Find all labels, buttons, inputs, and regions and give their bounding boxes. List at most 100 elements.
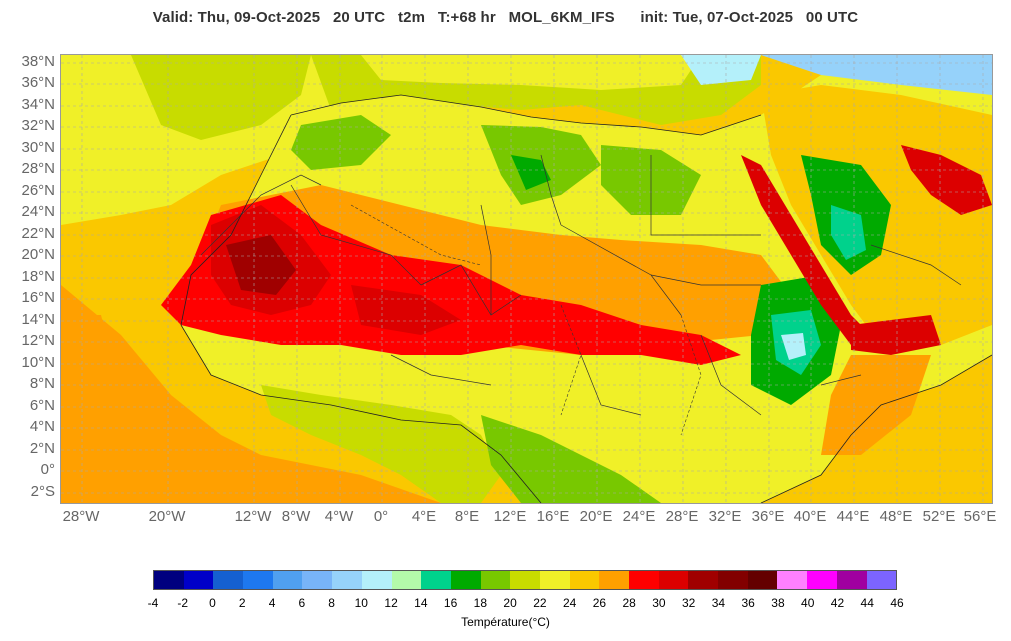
horn-of-africa [821,355,931,455]
lat-label: 10°N [21,354,55,371]
colorbar-swatch [391,571,422,589]
lon-label: 20°E [579,508,613,525]
lead-time: T:+68 hr [437,9,496,26]
colorbar-tick-label: -2 [177,596,189,610]
colorbar-swatch [480,571,511,589]
colorbar-tick-label: 14 [414,596,428,610]
colorbar-swatch [807,571,837,589]
lat-label: 8°N [29,375,55,392]
mali-hot [351,285,461,335]
lon-label: 12°E [493,508,527,525]
colorbar-swatch [539,571,570,589]
colorbar-swatch [332,571,362,589]
sahel-hot-belt [161,195,741,365]
lon-label: 28°W [62,508,100,525]
lon-label: 8°E [454,508,480,525]
lon-label: 16°E [536,508,570,525]
colorbar-tick-label: 4 [268,596,276,610]
colorbar-title: Température(°C) [461,615,550,629]
map-header: Valid: Thu, 09-Oct-2025 20 UTC t2m T:+68… [0,9,1011,26]
colorbar-tick-label: 32 [681,596,696,610]
lat-label: 26°N [21,182,55,199]
central-africa-green [481,415,661,503]
mauritania-hottest [226,235,296,295]
colorbar-tick-label: 8 [328,596,335,610]
colorbar-tick-label: 12 [384,596,398,610]
lat-label: 24°N [21,203,55,220]
colorbar-tick-label: 0 [209,596,216,610]
valid-date: Valid: Thu, 09-Oct-2025 [152,9,321,26]
colorbar-tick-label: 18 [473,596,488,610]
colorbar-tick-label: 34 [711,596,726,610]
init-time: init: Tue, 07-Oct-2025 00 UTC [640,9,859,26]
colorbar-swatch [658,571,689,589]
colorbar-swatch [510,571,540,589]
colorbar-tick-label: 6 [298,596,306,610]
colorbar-tick-label: 26 [592,596,607,610]
lon-label: 0° [373,508,389,525]
colorbar-tick-label: 38 [771,596,785,610]
colorbar-swatch [599,571,629,589]
colorbar-swatch [183,571,214,589]
graticule [61,55,992,503]
guinea-coast [261,385,501,503]
dashed-borders [350,204,702,436]
lon-label: 44°E [836,508,870,525]
colorbar-swatch [777,571,808,589]
lat-label: 36°N [21,74,55,91]
colorbar-swatch [688,571,719,589]
valid-hour: 20 UTC [332,9,386,26]
lon-label: 4°E [411,508,437,525]
colorbar-tick-label: 44 [860,596,874,610]
model-name: MOL_6KM_IFS [508,9,615,26]
lat-label: 2°S [30,483,55,500]
levant-coolest [681,55,761,85]
colorbar-swatch [629,571,659,589]
persian-gulf [901,145,992,215]
colorbar-swatch [421,571,451,589]
atlas-green [291,115,391,170]
colorbar-swatch [836,571,867,589]
colorbar-swatch [866,571,897,589]
lon-label: 56°E [963,508,997,525]
libya-darkgreen [511,155,551,190]
lat-label: 2°N [29,440,55,457]
lat-label: 22°N [21,225,55,242]
west-ocean-band [61,315,111,365]
ethiopia-coolest [781,333,806,360]
coastline [180,94,992,503]
lon-label: 8°W [281,508,311,525]
lon-label: 20°W [148,508,186,525]
lat-label: 0° [40,461,55,478]
lat-label: 4°N [29,418,55,435]
colorbar-swatch [718,571,748,589]
variable-name: t2m [398,9,426,26]
colorbar-tick-label: 30 [652,596,666,610]
colorbar-tick-label: 2 [238,596,246,610]
lon-label: 52°E [922,508,956,525]
lat-label: 18°N [21,268,55,285]
colorbar-swatch [213,571,244,589]
country-borders [200,154,962,416]
levant-cool [761,55,992,95]
temperature-map[interactable] [60,54,993,504]
temperature-colorbar [153,570,897,590]
lon-label: 40°E [793,508,827,525]
lon-label: 12°W [234,508,272,525]
lat-label: 12°N [21,332,55,349]
colorbar-tick-label: 16 [443,596,458,610]
colorbar-tick-label: 24 [562,596,577,610]
map-canvas [61,55,992,503]
lat-label: 38°N [21,53,55,70]
lon-label: 32°E [708,508,742,525]
lon-label: 4°W [324,508,354,525]
colorbar-swatch [569,571,600,589]
colorbar-swatch [747,571,778,589]
colorbar-swatch [450,571,481,589]
lat-label: 34°N [21,96,55,113]
gulf-of-aden [851,315,941,355]
red-sea [741,155,871,345]
colorbar-tick-label: -4 [147,596,159,610]
colorbar-swatch [243,571,273,589]
colorbar-swatch [154,571,184,589]
